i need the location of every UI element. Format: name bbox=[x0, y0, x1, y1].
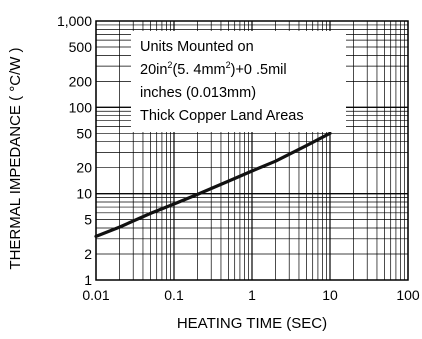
annotation-line-2-sup-2: 2 bbox=[226, 60, 231, 70]
annotation-box: Units Mounted on 20in2(5. 4mm2)+0 .5mil … bbox=[131, 31, 346, 132]
x-tick-label: 0.1 bbox=[164, 287, 184, 303]
y-tick-label: 1 bbox=[84, 272, 92, 288]
annotation-line-2-part-c: )+0 .5mil bbox=[231, 62, 287, 78]
x-tick-label: 1 bbox=[248, 287, 256, 303]
y-tick-label: 100 bbox=[69, 99, 93, 115]
y-tick-label: 20 bbox=[76, 160, 92, 176]
x-tick-labels: 0.01 0.1 1 10 100 bbox=[82, 287, 420, 303]
annotation-line-2: 20in2(5. 4mm2)+0 .5mil bbox=[140, 60, 287, 78]
x-tick-label: 10 bbox=[322, 287, 338, 303]
y-tick-label: 2 bbox=[84, 246, 92, 262]
plot-frame bbox=[95, 20, 409, 281]
annotation-line-4: Thick Copper Land Areas bbox=[140, 108, 304, 124]
annotation-line-1: Units Mounted on bbox=[140, 39, 254, 55]
y-tick-label: 50 bbox=[76, 125, 92, 141]
annotation-line-2-sup-1: 2 bbox=[167, 60, 172, 70]
x-tick-label: 100 bbox=[396, 287, 420, 303]
y-tick-labels: 1 2 5 10 20 50 100 200 500 1,000 bbox=[57, 13, 92, 288]
series-layer bbox=[94, 131, 332, 238]
series-line-0 bbox=[94, 131, 332, 238]
annotation-line-3: inches (0.013mm) bbox=[140, 85, 256, 101]
y-tick-label: 10 bbox=[76, 186, 92, 202]
x-tick-label: 0.01 bbox=[82, 287, 109, 303]
annotation-line-2-part-b: (5. 4mm bbox=[172, 62, 225, 78]
annotation-background bbox=[131, 31, 346, 132]
y-tick-label: 5 bbox=[84, 212, 92, 228]
y-tick-label: 500 bbox=[69, 39, 93, 55]
annotation-line-2-part-a: 20in bbox=[140, 62, 167, 78]
y-axis-label: THERMAL IMPEDANCE ( °C/W ) bbox=[7, 47, 24, 269]
y-tick-label: 1,000 bbox=[57, 13, 92, 29]
y-tick-label: 200 bbox=[69, 73, 93, 89]
x-axis-label: HEATING TIME (SEC) bbox=[177, 315, 327, 332]
